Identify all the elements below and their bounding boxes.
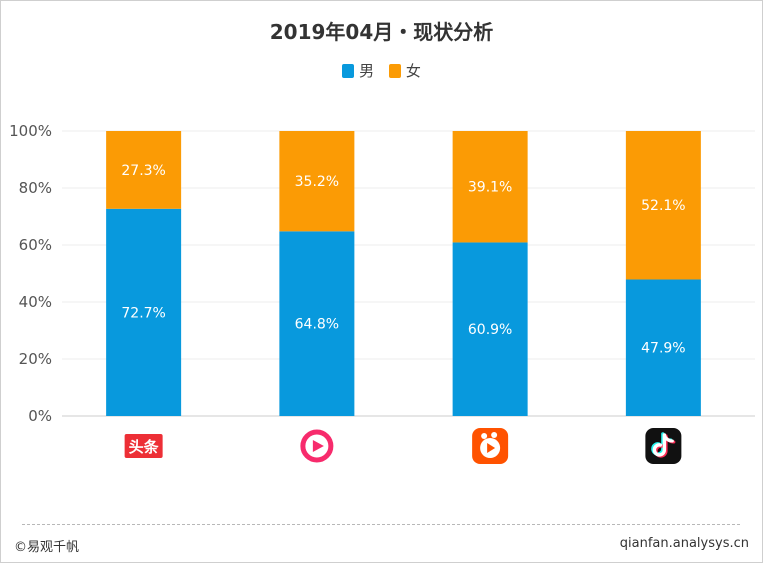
kuaishou-dot-icon xyxy=(481,433,488,439)
data-label: 52.1% xyxy=(641,198,685,214)
legend-label-male: 男 xyxy=(359,62,375,80)
y-tick-label: 0% xyxy=(28,407,52,425)
bar-segment-male xyxy=(106,208,182,416)
douyin-note-icon xyxy=(652,433,667,457)
legend-label-female: 女 xyxy=(405,62,421,80)
data-label: 60.9% xyxy=(468,322,512,338)
footer-divider xyxy=(22,524,740,525)
data-label: 39.1% xyxy=(468,180,512,196)
data-label: 64.8% xyxy=(295,317,339,333)
data-label: 72.7% xyxy=(121,305,165,321)
kuaishou-play-icon xyxy=(487,443,496,453)
data-label: 27.3% xyxy=(121,163,165,179)
data-label: 47.9% xyxy=(641,341,685,357)
kuaishou-dot-icon xyxy=(491,432,498,438)
bar-segment-male xyxy=(279,231,355,416)
y-tick-label: 40% xyxy=(19,293,52,311)
y-tick-label: 60% xyxy=(19,236,52,254)
legend-swatch-female xyxy=(388,64,401,78)
bar-segment-female xyxy=(106,131,182,209)
bar-segment-female xyxy=(279,131,355,232)
stacked-bar-chart: 0% 20% 40% 60% 80% 100% 72.7% 27.3% 64.8% 35.2% 60… xyxy=(9,122,755,464)
source-url: qianfan.analysys.cn xyxy=(619,536,749,551)
douyin-note-icon xyxy=(662,433,674,443)
copyright-text: ©易观千帆 xyxy=(14,540,80,555)
data-label: 35.2% xyxy=(295,174,339,190)
weishi-play-icon xyxy=(312,440,324,452)
legend: 男 女 xyxy=(0,60,763,81)
y-tick-label: 100% xyxy=(9,122,52,140)
y-tick-label: 20% xyxy=(19,350,52,368)
bar-segment-female xyxy=(625,131,701,280)
bar-segment-male xyxy=(452,242,528,416)
bar-segment-male xyxy=(625,279,701,416)
chart-title: 2019年04月・现状分析 xyxy=(269,20,494,44)
toutiao-logo-label: 头条 xyxy=(129,438,160,456)
toutiao-logo xyxy=(124,434,163,458)
bar-segment-female xyxy=(452,131,528,243)
legend-item-male: 男 xyxy=(342,60,374,81)
legend-item-female: 女 xyxy=(388,60,421,81)
legend-swatch-male xyxy=(342,64,355,78)
y-tick-label: 80% xyxy=(19,179,52,197)
